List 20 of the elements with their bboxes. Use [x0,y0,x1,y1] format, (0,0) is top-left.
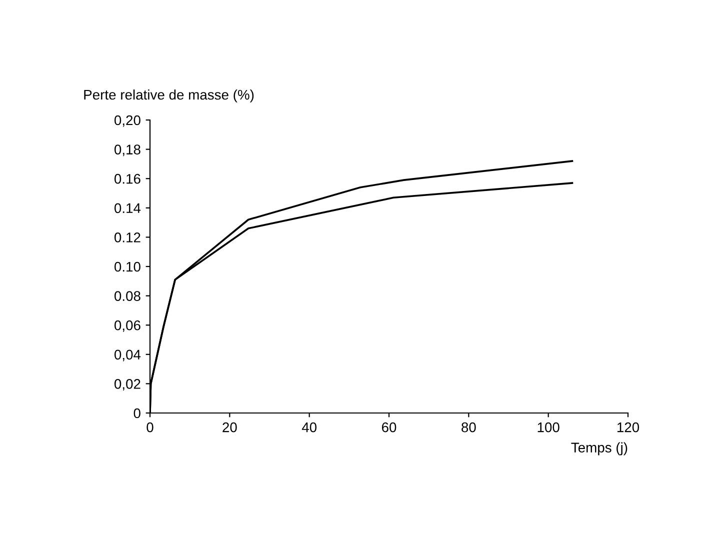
x-tick-label: 120 [617,422,640,432]
x-tick-label: 20 [222,422,237,432]
x-tick-label: 0 [146,422,154,432]
y-tick-label: 0.16 [114,174,140,184]
x-tick-label: 80 [462,422,476,432]
y-tick-label: 0.12 [114,232,140,242]
y-axis-title: Perte relative de masse (%) [84,89,254,102]
y-tick-label: 0.08 [114,291,140,301]
y-tick-label: 0 [134,408,140,418]
x-tick-label: 40 [302,422,317,432]
x-axis-title: Temps (j) [571,442,628,456]
y-tick-label: 0,06 [114,320,140,332]
y-tick-label: 0.14 [114,203,141,214]
y-tick-label: 0.10 [114,262,140,272]
y-tick-label: 0,04 [114,350,141,362]
y-tick-label: 0,18 [114,144,140,156]
y-tick-label: 0,20 [114,115,140,127]
x-tick-label: 100 [538,422,560,432]
x-tick-label: 60 [382,422,396,432]
y-tick-label: 0,02 [114,379,140,391]
